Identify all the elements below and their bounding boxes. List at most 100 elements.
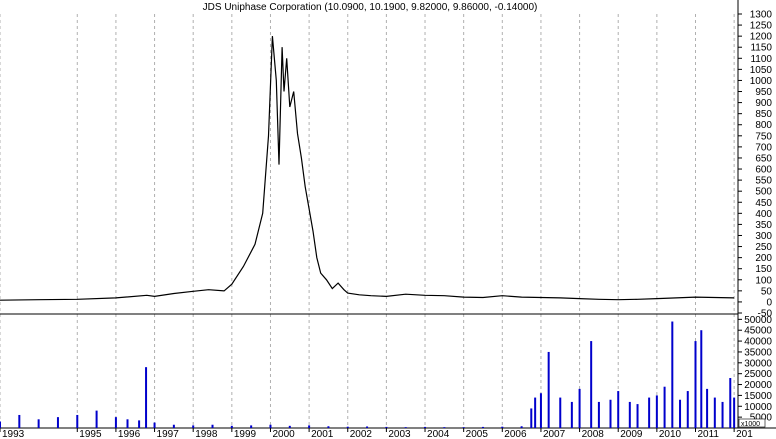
volume-bar [530,408,533,428]
volume-bar [700,330,703,428]
volume-bar [686,391,689,428]
volume-bar [250,425,253,428]
volume-bar [366,426,369,428]
price-tick-label: 1000 [750,76,773,87]
price-tick-label: 500 [755,187,772,198]
volume-bar [721,401,724,428]
year-label: 2004 [427,429,450,439]
price-tick-label: 950 [755,87,772,98]
price-tick-label: 1300 [750,10,773,21]
volume-tick-label: 25000 [744,369,772,380]
volume-bar [145,367,148,428]
volume-bar [713,397,716,428]
volume-bar [729,378,732,428]
volume-bar [559,397,562,428]
volume-bar [385,426,388,428]
price-tick-label: 150 [755,264,772,275]
volume-bar [547,351,550,428]
volume-bar [733,397,736,428]
price-tick-label: 550 [755,176,772,187]
price-tick-label: 850 [755,109,772,120]
year-label: 2011 [697,429,719,439]
volume-bar [462,427,465,428]
volume-tick-label: 15000 [744,391,772,402]
volume-bar [706,388,709,428]
price-tick-label: 1050 [750,65,773,76]
price-tick-label: 1200 [750,32,773,43]
price-tick-label: 1250 [750,21,773,32]
volume-bar [679,399,682,428]
price-tick-label: 200 [755,253,772,264]
year-label: 2003 [388,429,411,439]
volume-bar [534,397,537,428]
year-label: 2008 [582,429,605,439]
price-tick-label: 50 [761,286,773,297]
volume-bar [694,341,697,428]
price-tick-label: 300 [755,231,772,242]
price-tick-label: 900 [755,98,772,109]
volume-bar [346,426,349,428]
price-tick-label: -50 [758,309,773,320]
volume-bar [404,427,407,428]
volume-bar [570,401,573,428]
volume-bar [443,427,446,428]
volume-bar [269,424,272,428]
volume-bar [671,321,674,428]
volume-bar [0,421,1,428]
price-tick-label: 750 [755,131,772,142]
volume-bar [230,425,233,428]
price-tick-label: 450 [755,198,772,209]
volume-bar [95,410,98,428]
volume-bar [636,404,639,428]
volume-bar [308,425,311,428]
year-label: 2001 [311,429,334,439]
volume-bar [648,397,651,428]
volume-bar [617,391,620,428]
volume-bar [37,419,40,428]
year-label: 2010 [659,429,682,439]
volume-bar [327,426,330,428]
volume-bar [663,386,666,428]
year-label: 2000 [272,429,295,439]
year-label: 2006 [504,429,527,439]
price-tick-label: 650 [755,153,772,164]
volume-bar [172,424,175,428]
price-tick-label: 600 [755,165,772,176]
volume-tick-label: 50000 [744,315,772,326]
year-label: 2002 [350,429,373,439]
volume-bar [609,399,612,428]
volume-bar [655,395,658,428]
volume-bar [126,419,129,428]
price-series-line [0,36,735,301]
volume-bar [628,401,631,428]
year-label: 1998 [195,429,218,439]
volume-bar [597,401,600,428]
volume-bar [481,426,484,428]
volume-tick-label: 20000 [744,380,772,391]
price-tick-label: 1100 [750,54,772,65]
year-label: 1997 [157,429,180,439]
price-tick-label: 800 [755,120,772,131]
volume-unit-box [738,418,766,428]
price-tick-label: 400 [755,209,772,220]
price-tick-label: 700 [755,142,772,153]
year-label: 2007 [543,429,566,439]
volume-unit-label: x1000 [741,421,760,428]
volume-bar [424,426,427,428]
volume-bar [114,417,117,428]
year-label: 1993 [2,429,25,439]
volume-bar [539,393,542,428]
year-label: 2005 [466,429,489,439]
volume-bar [192,425,195,428]
volume-tick-label: 40000 [744,337,772,348]
volume-bar [138,420,141,428]
volume-tick-label: 10000 [744,402,772,413]
price-tick-label: 250 [755,242,772,253]
price-tick-label: 350 [755,220,772,231]
price-tick-label: 1150 [750,43,772,54]
volume-bar [288,425,291,428]
year-label: 201 [736,429,753,439]
volume-bar [153,422,156,428]
